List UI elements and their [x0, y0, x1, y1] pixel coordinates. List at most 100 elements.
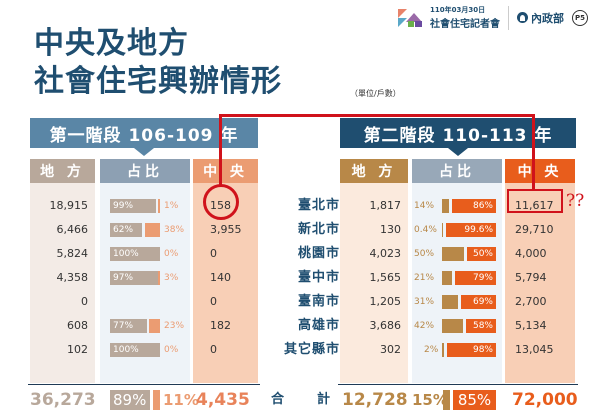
p2-header-local: 地 方 [340, 159, 408, 183]
p1-local-ratio-bar: 97% [110, 271, 158, 285]
p1-local-ratio-total-bar: 89% [110, 390, 150, 410]
p1-local-value: 0 [81, 295, 88, 308]
p2-local-ratio-bar [442, 247, 464, 261]
p1-local-ratio-bar: 100% [110, 247, 160, 261]
p1-local-ratio-bar: 77% [110, 319, 147, 333]
p2-local-column [340, 183, 408, 383]
p1-total-divider [28, 384, 260, 385]
p2-central-value: 5,794 [515, 271, 547, 284]
p1-local-value: 4,358 [56, 271, 89, 284]
p2-local-ratio-bar [442, 319, 463, 333]
p1-header-ratio: 占比 [100, 159, 190, 183]
p1-central-value: 0 [210, 247, 217, 260]
p2-central-ratio-bar: 86% [452, 199, 496, 213]
city-label: 高雄市 [297, 318, 340, 333]
p1-central-value: 140 [210, 271, 231, 284]
annotation-box [507, 189, 563, 213]
p1-header-local: 地 方 [30, 159, 95, 183]
p1-local-ratio-bar: 99% [110, 199, 156, 213]
ministry-name: 內政部 [531, 11, 564, 25]
page-number: P5 [572, 9, 588, 26]
p2-local-ratio-bar [442, 343, 444, 357]
p2-local-value: 4,023 [369, 247, 402, 260]
p2-central-ratio-bar: 98% [447, 343, 496, 357]
annotation-question-marks: ?? [566, 191, 585, 211]
annotation-connector-left [219, 114, 222, 186]
p2-central-value: 4,000 [515, 247, 547, 260]
city-label: 臺南市 [297, 294, 340, 309]
p1-header-central: 中 央 [193, 159, 258, 183]
p2-central-value: 29,710 [515, 223, 554, 236]
p1-local-value: 5,824 [56, 247, 89, 260]
ministry-emblem-icon [517, 12, 528, 23]
p1-central-ratio-bar [149, 319, 160, 333]
p2-local-ratio: 2% [424, 345, 439, 355]
p2-central-total: 72,000 [512, 390, 578, 410]
p1-central-ratio: 38% [164, 225, 185, 235]
p1-central-value: 3,955 [210, 223, 242, 236]
p1-central-ratio-bar [145, 223, 160, 237]
p1-central-ratio: 3% [164, 273, 179, 283]
p2-central-ratio-bar: 79% [455, 271, 496, 285]
p2-local-ratio: 0.4% [414, 225, 437, 235]
p2-local-ratio-bar [442, 271, 452, 285]
p1-local-value: 18,915 [49, 199, 89, 212]
event-header: 110年03月30日 社會住宅記者會 內政部 P5 [398, 5, 588, 30]
p1-central-ratio: 1% [164, 201, 179, 211]
p1-central-ratio-bar [158, 199, 160, 213]
p1-central-value: 0 [210, 295, 217, 308]
p1-central-ratio: 0% [164, 249, 179, 259]
p2-local-ratio: 31% [414, 297, 435, 307]
p1-local-column [30, 183, 95, 383]
p2-local-total: 12,728 [342, 390, 408, 410]
p2-local-value: 3,686 [369, 319, 402, 332]
p1-local-value: 102 [67, 343, 88, 356]
p1-central-value: 182 [210, 319, 231, 332]
p2-central-value: 2,700 [515, 295, 547, 308]
city-label: 臺北市 [297, 198, 340, 213]
city-label: 臺中市 [297, 270, 340, 285]
annotation-circle [203, 184, 239, 220]
p2-local-value: 302 [380, 343, 401, 356]
p2-central-ratio-bar: 69% [461, 295, 496, 309]
event-date: 110年03月30日 [430, 6, 486, 14]
p1-central-ratio: 23% [164, 321, 185, 331]
p2-header-central: 中 央 [505, 159, 575, 183]
page-title-line2: 社會住宅興辦情形 [34, 64, 282, 99]
p1-local-ratio-bar: 62% [110, 223, 142, 237]
p2-local-ratio-bar [442, 199, 449, 213]
p2-central-value: 13,045 [515, 343, 554, 356]
p2-central-value: 5,134 [515, 319, 547, 332]
p2-central-ratio-bar: 50% [467, 247, 496, 261]
annotation-connector-right [532, 114, 535, 190]
p2-local-value: 1,817 [369, 199, 402, 212]
p2-central-ratio-bar: 58% [466, 319, 496, 333]
p2-local-value: 130 [380, 223, 401, 236]
p2-central-ratio-bar: 99.6% [446, 223, 496, 237]
phase2-banner: 第二階段 110-113 年 [340, 118, 576, 156]
p2-local-ratio-bar [442, 223, 443, 237]
p1-central-ratio-total: 11% [163, 391, 199, 409]
event-name: 社會住宅記者會 [430, 19, 500, 30]
p2-local-value: 1,205 [369, 295, 402, 308]
p1-central-ratio-bar [158, 271, 160, 285]
p2-local-ratio: 21% [414, 273, 435, 283]
p2-local-ratio: 14% [414, 201, 435, 211]
p2-local-ratio: 42% [414, 321, 435, 331]
p1-local-value: 608 [67, 319, 88, 332]
ministry-logo: 內政部 [517, 10, 564, 26]
p2-central-column [505, 183, 575, 383]
city-label: 其它縣市 [283, 342, 340, 357]
p2-header-ratio: 占比 [412, 159, 502, 183]
p1-local-total: 36,273 [30, 390, 96, 410]
p1-central-ratio: 0% [164, 345, 179, 355]
header-divider [508, 5, 509, 30]
p2-local-value: 1,565 [369, 271, 402, 284]
unit-note: （單位/戶數） [350, 89, 401, 98]
p1-central-total: 4,435 [196, 390, 250, 410]
p2-central-value: 11,617 [515, 199, 554, 212]
city-label: 新北市 [297, 222, 340, 237]
page-title-line1: 中央及地方 [34, 26, 189, 61]
p1-local-value: 6,466 [56, 223, 89, 236]
social-housing-logo-icon [398, 8, 424, 27]
